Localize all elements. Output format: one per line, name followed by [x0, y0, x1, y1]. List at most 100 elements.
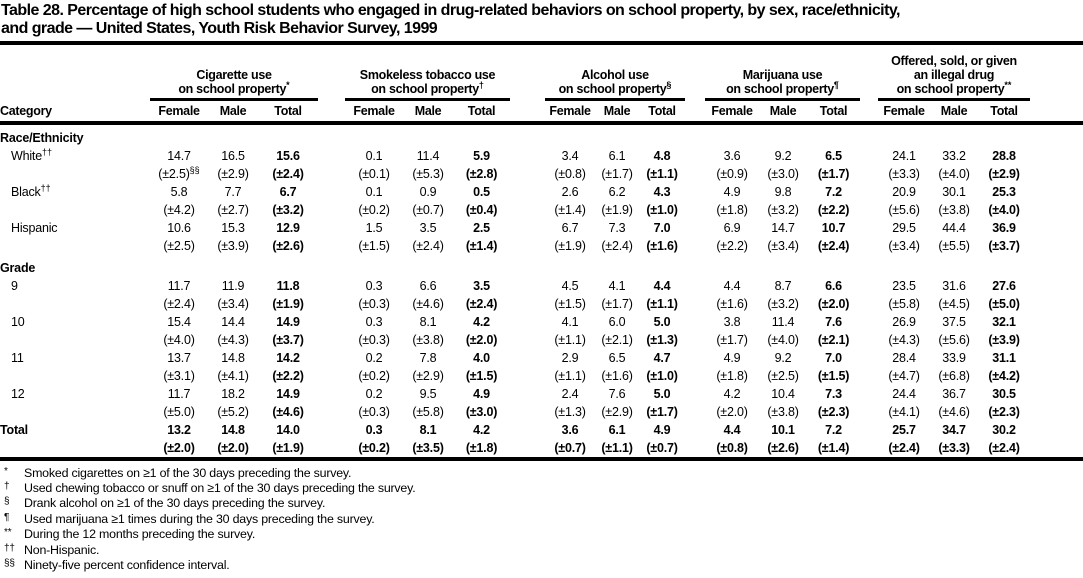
- value-cell: 2.4: [561, 386, 579, 401]
- col-header-female-offered-sold-given-illegal-drug: Female: [878, 99, 931, 125]
- category-column-header: Category: [0, 99, 150, 125]
- ci-cell: (±2.9): [412, 368, 444, 383]
- value-cell: 9.2: [774, 148, 792, 163]
- ci-row-label: [0, 295, 150, 313]
- ci-cell: (±2.4): [817, 238, 850, 253]
- value-cell: 31.6: [942, 278, 966, 293]
- footnote-text: Used chewing tobacco or snuff on ≥1 of t…: [24, 480, 416, 495]
- ci-cell: (±4.0): [163, 332, 195, 347]
- value-cell: 30.5: [992, 386, 1016, 401]
- column-gap: [318, 295, 345, 313]
- column-gap: [318, 403, 345, 421]
- column-gap: [510, 439, 545, 459]
- ci-cell: (±1.5): [465, 368, 498, 383]
- column-gap: [1030, 439, 1083, 459]
- ci-cell: (±3.7): [272, 332, 304, 347]
- value-cell: 37.5: [942, 314, 966, 329]
- column-gap: [510, 331, 545, 349]
- ci-cell: (±1.7): [817, 166, 850, 181]
- ci-cell: (±1.8): [716, 368, 748, 383]
- ci-cell: (±1.0): [646, 202, 678, 217]
- value-cell: 3.6: [561, 422, 579, 437]
- footnote-marker: ¶: [4, 511, 10, 523]
- value-cell: 6.7: [279, 184, 297, 199]
- value-cell: 15.4: [167, 314, 191, 329]
- section-row-grade: Grade: [0, 255, 1083, 277]
- column-gap: [1030, 99, 1083, 125]
- column-gap: [318, 421, 345, 439]
- ci-cell: (±1.7): [646, 404, 678, 419]
- ci-cell: (±1.4): [817, 440, 850, 455]
- value-cell: 14.9: [276, 386, 300, 401]
- ci-cell: (±5.0): [163, 404, 195, 419]
- value-cell: 33.9: [942, 350, 966, 365]
- footnote-2: § Drank alcohol on ≥1 of the 30 days prec…: [0, 496, 1083, 511]
- value-cell: 6.9: [723, 220, 741, 235]
- col-header-female-marijuana-use: Female: [705, 99, 760, 125]
- ci-cell: (±1.6): [601, 368, 633, 383]
- footnote-4: ** During the 12 months preceding the sur…: [0, 527, 1083, 542]
- group-header-row: Cigarette use on school property* Smokeles…: [0, 49, 1083, 101]
- data-row-total: Total 13.2 14.8 14.0 0.3 8.1 4.2 3.6 6.1 4.9 4.4 10…: [0, 421, 1083, 439]
- value-cell: 8.7: [774, 278, 792, 293]
- column-gap: [685, 367, 705, 385]
- column-gap: [318, 147, 345, 165]
- value-cell: 3.4: [561, 148, 579, 163]
- ci-cell: (±4.1): [888, 404, 920, 419]
- ci-cell: (±1.8): [465, 440, 498, 455]
- value-cell: 8.1: [419, 422, 437, 437]
- ci-cell: (±5.8): [888, 296, 920, 311]
- ci-cell: (±2.9): [217, 166, 249, 181]
- value-cell: 2.5: [473, 220, 490, 235]
- column-gap: [510, 165, 545, 183]
- value-cell: 14.8: [221, 350, 245, 365]
- column-gap: [685, 49, 705, 100]
- value-cell: 0.1: [365, 148, 383, 163]
- ci-cell: (±2.2): [716, 238, 748, 253]
- value-cell: 9.2: [774, 350, 792, 365]
- footnote-text: Drank alcohol on ≥1 of the 30 days prece…: [24, 496, 326, 511]
- value-cell: 7.6: [608, 386, 626, 401]
- ci-row-9: (±2.4) (±3.4) (±1.9) (±0.3) (±4.6) (±2.4) (±1.…: [0, 295, 1083, 313]
- column-gap: [860, 183, 878, 201]
- value-cell: 4.3: [653, 184, 671, 199]
- ci-cell: (±0.2): [358, 368, 390, 383]
- value-cell: 24.4: [892, 386, 916, 401]
- column-gap: [510, 313, 545, 331]
- column-gap: [510, 385, 545, 403]
- col-header-male-alcohol-use: Male: [595, 99, 640, 125]
- ci-cell: (±4.0): [988, 202, 1020, 217]
- column-gap: [318, 367, 345, 385]
- ci-cell: (±2.6): [272, 238, 304, 253]
- column-gap: [1030, 421, 1083, 439]
- ci-cell: (±1.7): [601, 166, 633, 181]
- ci-cell: (±3.5): [412, 440, 444, 455]
- column-gap: [860, 385, 878, 403]
- column-gap: [685, 183, 705, 201]
- value-cell: 1.5: [365, 220, 383, 235]
- ci-cell: (±2.4): [465, 296, 498, 311]
- ci-cell: (±3.0): [767, 166, 799, 181]
- ci-cell: (±1.1): [601, 440, 633, 455]
- footnote-text: Ninety-five percent confidence interval.: [24, 557, 230, 572]
- col-header-male-cigarette-use: Male: [208, 99, 258, 125]
- data-row-11: 11 13.7 14.8 14.2 0.2 7.8 4.0 2.9 6.5 4.7 4.9 9.2 7.…: [0, 349, 1083, 367]
- ci-cell: (±5.6): [938, 332, 970, 347]
- col-header-male-smokeless-tobacco-use: Male: [403, 99, 453, 125]
- value-cell: 7.0: [653, 220, 671, 235]
- column-gap: [1030, 201, 1083, 219]
- ci-cell: (±1.4): [465, 238, 498, 253]
- value-cell: 7.2: [825, 184, 842, 199]
- column-gap: [1030, 331, 1083, 349]
- value-cell: 18.2: [221, 386, 245, 401]
- ci-cell: (±0.8): [716, 440, 748, 455]
- ci-row-black: (±4.2) (±2.7) (±3.2) (±0.2) (±0.7) (±0.4) (±1.…: [0, 201, 1083, 219]
- value-cell: 6.1: [608, 148, 626, 163]
- column-gap: [860, 277, 878, 295]
- value-cell: 13.7: [167, 350, 191, 365]
- ci-cell: (±2.4): [601, 238, 633, 253]
- value-cell: 11.7: [167, 278, 191, 293]
- value-cell: 0.3: [365, 314, 383, 329]
- value-cell: 28.4: [892, 350, 916, 365]
